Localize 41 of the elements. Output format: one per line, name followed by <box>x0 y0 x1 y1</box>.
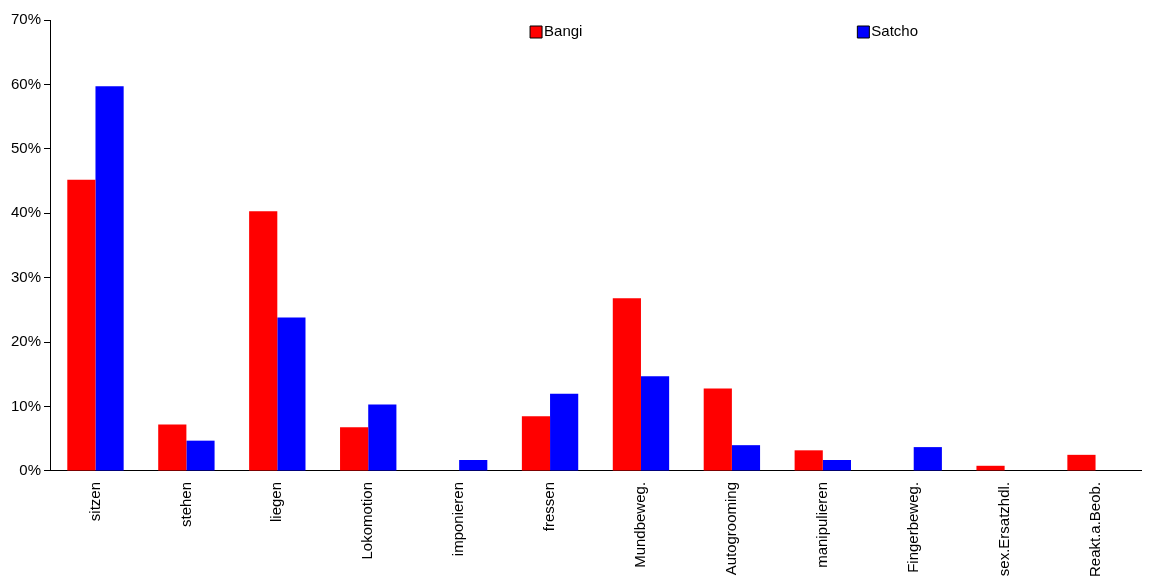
y-tick-label: 20% <box>10 332 42 350</box>
bar <box>340 427 369 471</box>
x-tick-label: liegen <box>267 481 285 522</box>
x-tick-label: fressen <box>540 481 558 532</box>
bar <box>249 211 278 471</box>
bar <box>67 179 96 471</box>
bar <box>731 445 761 471</box>
legend-label: Satcho <box>871 22 919 40</box>
bar <box>277 317 306 471</box>
x-tick-label: manipulieren <box>812 481 830 568</box>
bar <box>612 298 641 471</box>
x-tick-label: Fingerbeweg. <box>903 481 921 573</box>
x-tick-label: Lokomotion <box>358 481 376 560</box>
x-tick-label: Reakt.a.Beob. <box>1085 481 1103 577</box>
bar <box>913 447 942 471</box>
bar <box>703 388 732 471</box>
y-tick-label: 0% <box>19 461 42 479</box>
bar <box>822 459 851 471</box>
x-tick-label: imponieren <box>449 481 467 557</box>
y-tick-label: 40% <box>10 203 42 221</box>
x-tick-label: stehen <box>176 481 194 527</box>
y-tick-label: 50% <box>10 138 42 156</box>
y-tick-label: 30% <box>10 267 42 285</box>
bar <box>640 376 670 471</box>
bar <box>368 404 397 471</box>
bar <box>794 450 823 471</box>
bar <box>95 86 124 471</box>
y-tick-label: 10% <box>10 396 42 414</box>
x-tick-label: Mundbeweg. <box>631 481 649 568</box>
x-tick-label: Autogrooming <box>722 481 740 576</box>
bar <box>158 424 187 471</box>
y-tick-label: 70% <box>10 10 42 28</box>
bar <box>1067 454 1096 471</box>
x-tick-label: sex.Ersatzhdl. <box>994 481 1012 577</box>
bar <box>521 416 551 471</box>
y-tick-label: 60% <box>10 74 42 92</box>
bar <box>459 459 488 471</box>
x-tick-label: sitzen <box>85 481 103 522</box>
bar <box>550 393 579 471</box>
legend-label: Bangi <box>544 22 583 40</box>
bar <box>186 440 215 471</box>
